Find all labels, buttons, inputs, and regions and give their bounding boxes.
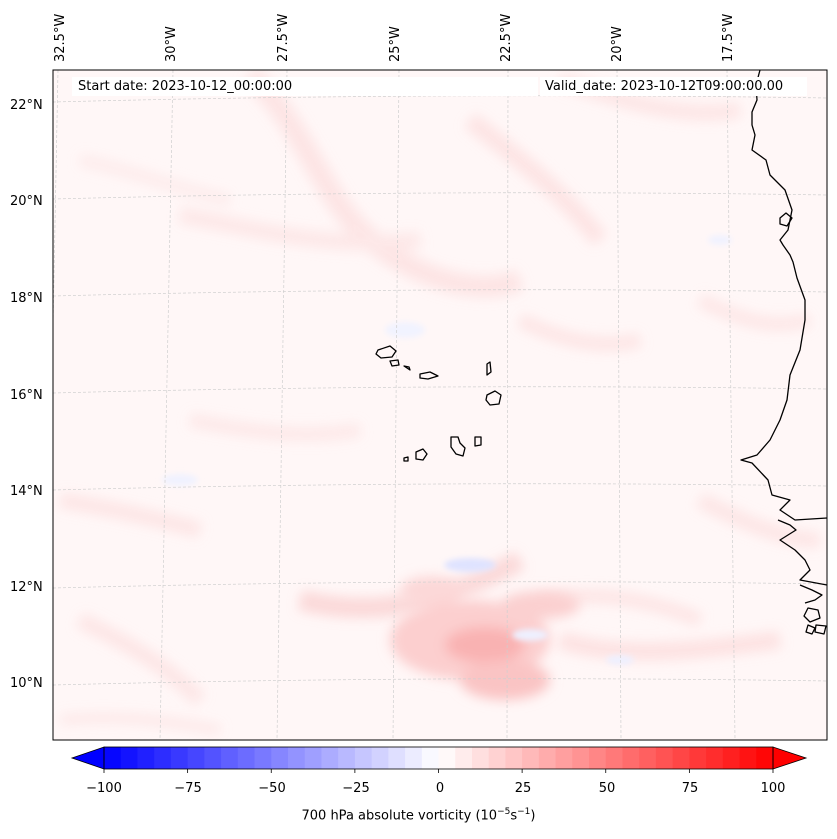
lat-label-18n: 18°N [10,291,43,306]
lat-label-12n: 12°N [10,580,43,595]
map-frame [52,69,828,741]
cb-tick-label: 25 [514,781,532,796]
colorbar-extend-min [70,746,105,770]
colorbar-segment [639,747,657,769]
colorbar-segment [488,747,507,769]
colorbar-segment [187,747,205,769]
colorbar-extend-max [772,746,808,770]
graticule [53,70,827,740]
colorbar-segment [522,747,540,769]
cb-tick-label: 0 [435,781,445,796]
colorbar-segment [154,747,172,769]
colorbar-segment [371,747,389,769]
colorbar-segment [589,747,607,769]
colorbar-segment [605,747,624,769]
colorbar-segment [471,747,490,769]
colorbar-segment [438,747,456,769]
lon-label-27-5w: 27.5°W [276,13,291,62]
island-fogo [415,448,428,461]
colorbar-segment [555,747,573,769]
colorbar-segment [706,747,724,769]
cb-tick-label: −25 [342,781,370,796]
colorbar-segment [137,747,155,769]
island-maio [474,436,482,447]
island-santa-luzia [403,365,411,371]
colorbar-segment [405,747,423,769]
lat-label-20n: 20°N [10,194,43,209]
colorbar-segment [254,747,272,769]
colorbar-segment [287,747,306,769]
cb-tick-label: −75 [174,781,202,796]
island-santo-antao [375,345,397,359]
colorbar-segment [104,747,122,769]
start-date-label: Start date: 2023-10-12_00:00:00 [72,77,538,96]
colorbar-label: 700 hPa absolute vorticity (10−5s−1) [301,807,536,824]
colorbar-segment [505,747,523,769]
cb-tick-label: 75 [681,781,699,796]
colorbar-segment [689,747,707,769]
island-sal [486,361,492,376]
lon-label-30w: 30°W [164,26,179,62]
colorbar-segment [338,747,356,769]
lon-label-17-5w: 17.5°W [721,13,736,62]
island-sao-nicolau [419,371,439,380]
island-sao-vicente [389,359,400,367]
colorbar-segment [622,747,640,769]
colorbar-segment [672,747,690,769]
colorbar-segment [722,747,741,769]
colorbar-segment [756,747,774,769]
lat-label-14n: 14°N [10,484,43,499]
colorbar-segment [655,747,674,769]
cb-tick-label: 50 [598,781,616,796]
cb-tick-label: −50 [258,781,286,796]
colorbar-segment [421,747,440,769]
colorbar-segment [237,747,256,769]
colorbar-segment [120,747,139,769]
colorbar-segment [354,747,373,769]
colorbar [70,746,808,773]
cb-tick-label: 100 [760,781,786,796]
colorbar-segment [271,747,289,769]
lon-label-20w: 20°W [610,26,625,62]
colorbar-segment [455,747,473,769]
colorbar-segment [321,747,339,769]
lat-label-22n: 22°N [10,98,43,113]
lon-label-22-5w: 22.5°W [499,13,514,62]
colorbar-segment [739,747,757,769]
colorbar-segment [538,747,557,769]
lat-label-10n: 10°N [10,676,43,691]
valid-date-label: Valid_date: 2023-10-12T09:00:00.00 [540,77,807,96]
vorticity-field [53,70,827,740]
lat-label-16n: 16°N [10,388,43,403]
colorbar-segment [204,747,222,769]
colorbar-segment [304,747,323,769]
island-brava [403,456,409,462]
island-santiago [450,436,466,457]
colorbar-segment [572,747,590,769]
cb-tick-label: −100 [86,781,122,796]
colorbar-segment [221,747,239,769]
island-boa-vista [485,390,502,406]
colorbar-segment [388,747,406,769]
lon-label-25w: 25°W [388,26,403,62]
colorbar-segment [170,747,189,769]
coastline [375,70,827,635]
lon-label-32-5w: 32.5°W [53,13,68,62]
